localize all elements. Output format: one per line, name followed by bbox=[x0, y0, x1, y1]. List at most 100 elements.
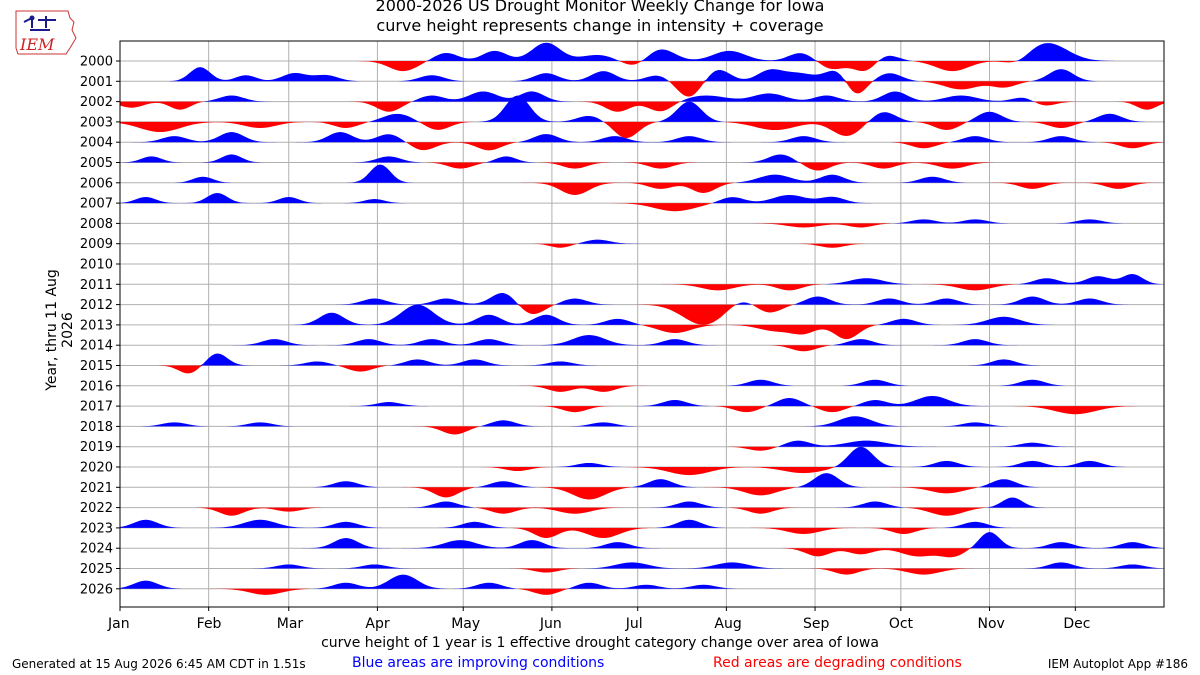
degrading-area-2007 bbox=[120, 203, 1164, 212]
improving-area-2013 bbox=[120, 304, 1164, 325]
x-tick-label: Mar bbox=[277, 616, 304, 632]
improving-area-2005 bbox=[120, 154, 1164, 163]
improving-area-2011 bbox=[120, 274, 1164, 285]
improving-area-2026 bbox=[120, 574, 1164, 589]
y-tick-label: 2004 bbox=[80, 136, 113, 151]
improving-area-2002 bbox=[120, 91, 1164, 102]
x-tick-label: Jul bbox=[625, 616, 643, 632]
degrading-area-2000 bbox=[120, 61, 1164, 72]
degrading-area-2018 bbox=[120, 426, 1164, 435]
y-tick-label: 2023 bbox=[80, 521, 113, 536]
y-tick-label: 2022 bbox=[80, 501, 113, 516]
y-tick-label: 2019 bbox=[80, 440, 113, 455]
generated-timestamp: Generated at 15 Aug 2026 6:45 AM CDT in … bbox=[12, 657, 306, 671]
y-tick-label: 2010 bbox=[80, 258, 113, 273]
degrading-area-2026 bbox=[120, 588, 1164, 595]
degrading-area-2008 bbox=[120, 223, 1164, 228]
y-tick-label: 2006 bbox=[80, 176, 113, 191]
y-tick-label: 2002 bbox=[80, 95, 113, 110]
improving-note: Blue areas are improving conditions bbox=[352, 655, 605, 671]
y-tick-label: 2011 bbox=[80, 278, 113, 293]
y-tick-label: 2026 bbox=[80, 582, 113, 597]
improving-area-2016 bbox=[120, 379, 1164, 386]
y-tick-label: 2007 bbox=[80, 197, 113, 212]
degrading-area-2024 bbox=[120, 548, 1164, 558]
degrading-area-2023 bbox=[120, 527, 1164, 539]
improving-area-2000 bbox=[120, 42, 1164, 61]
degrading-area-2004 bbox=[120, 142, 1164, 151]
y-tick-label: 2024 bbox=[80, 542, 113, 557]
improving-area-2022 bbox=[120, 497, 1164, 508]
x-tick-label: Oct bbox=[889, 616, 914, 632]
improving-area-2008 bbox=[120, 219, 1164, 224]
degrading-area-2025 bbox=[120, 568, 1164, 575]
y-tick-label: 2025 bbox=[80, 562, 113, 577]
degrading-area-2013 bbox=[120, 324, 1164, 340]
improving-area-2007 bbox=[120, 192, 1164, 204]
degrading-area-2011 bbox=[120, 284, 1164, 291]
degrading-note: Red areas are degrading conditions bbox=[713, 655, 962, 671]
y-tick-label: 2001 bbox=[80, 75, 113, 90]
degrading-area-2001 bbox=[120, 81, 1164, 97]
y-tick-label: 2003 bbox=[80, 115, 113, 130]
improving-area-2021 bbox=[120, 473, 1164, 488]
improving-area-2006 bbox=[120, 164, 1164, 183]
degrading-area-2009 bbox=[120, 243, 1164, 248]
improving-area-2023 bbox=[120, 519, 1164, 528]
improving-area-2024 bbox=[120, 532, 1164, 549]
iem-logo: IEM bbox=[15, 10, 77, 55]
degrading-area-2006 bbox=[120, 182, 1164, 195]
app-label: IEM Autoplot App #186 bbox=[1047, 657, 1188, 671]
degrading-area-2005 bbox=[120, 162, 1164, 171]
degrading-area-2019 bbox=[120, 446, 1164, 451]
y-tick-label: 2000 bbox=[80, 55, 113, 70]
degrading-area-2016 bbox=[120, 385, 1164, 392]
degrading-area-2022 bbox=[120, 507, 1164, 516]
y-tick-label: 2012 bbox=[80, 298, 113, 313]
degrading-area-2021 bbox=[120, 487, 1164, 500]
chart-title: 2000-2026 US Drought Monitor Weekly Chan… bbox=[375, 0, 825, 15]
improving-area-2009 bbox=[120, 239, 1164, 244]
chart-subtitle: curve height represents change in intens… bbox=[376, 16, 824, 35]
y-tick-label: 2015 bbox=[80, 359, 113, 374]
x-tick-label: Apr bbox=[365, 616, 389, 632]
degrading-area-2015 bbox=[120, 365, 1164, 374]
y-tick-label: 2020 bbox=[80, 461, 113, 476]
improving-area-2019 bbox=[120, 440, 1164, 447]
improving-area-2018 bbox=[120, 416, 1164, 427]
y-tick-label: 2016 bbox=[80, 379, 113, 394]
x-tick-label: May bbox=[451, 616, 480, 632]
y-tick-label: 2018 bbox=[80, 420, 113, 435]
y-tick-label: 2009 bbox=[80, 237, 113, 252]
improving-area-2001 bbox=[120, 67, 1164, 82]
y-tick-label: 2021 bbox=[80, 481, 113, 496]
x-axis-label: curve height of 1 year is 1 effective dr… bbox=[321, 635, 879, 651]
plot-frame bbox=[119, 40, 1165, 608]
x-tick-label: Jan bbox=[107, 616, 130, 632]
degrading-area-2020 bbox=[120, 467, 1164, 476]
x-tick-label: Nov bbox=[978, 616, 1005, 632]
x-tick-label: Dec bbox=[1063, 616, 1090, 632]
y-tick-label: 2013 bbox=[80, 318, 113, 333]
improving-area-2017 bbox=[120, 395, 1164, 407]
improving-area-2014 bbox=[120, 335, 1164, 346]
y-tick-label: 2014 bbox=[80, 339, 113, 354]
degrading-area-2014 bbox=[120, 345, 1164, 352]
y-tick-label: 2017 bbox=[80, 400, 113, 415]
improving-area-2020 bbox=[120, 446, 1164, 467]
x-tick-label: Sep bbox=[803, 616, 830, 632]
improving-area-2004 bbox=[120, 132, 1164, 143]
improving-area-2025 bbox=[120, 562, 1164, 569]
iem-logo-text: IEM bbox=[19, 35, 55, 54]
x-tick-label: Jun bbox=[539, 616, 562, 632]
improving-area-2012 bbox=[120, 293, 1164, 305]
y-tick-label: 2005 bbox=[80, 156, 113, 171]
degrading-area-2002 bbox=[120, 101, 1164, 112]
improving-area-2003 bbox=[120, 95, 1164, 122]
y-tick-label: 2008 bbox=[80, 217, 113, 232]
x-tick-label: Aug bbox=[714, 616, 741, 632]
x-tick-label: Feb bbox=[197, 616, 222, 632]
y-axis-label: Year, thru 11 Aug 2026 bbox=[44, 269, 76, 391]
improving-area-2015 bbox=[120, 353, 1164, 366]
